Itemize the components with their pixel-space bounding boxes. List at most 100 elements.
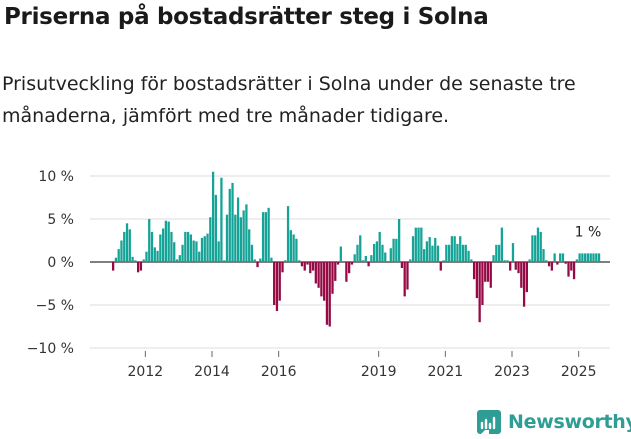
bar	[411, 236, 415, 262]
bar	[114, 257, 118, 262]
bar	[453, 236, 456, 262]
bar	[164, 220, 168, 262]
bar	[270, 257, 273, 262]
bar	[484, 262, 487, 282]
bar	[159, 234, 162, 262]
bar	[522, 262, 526, 307]
bar	[531, 235, 534, 262]
bar	[117, 249, 120, 262]
chart-subtitle: Prisutveckling för bostadsrätter i Solna…	[2, 73, 576, 127]
bar	[148, 219, 151, 262]
bar	[175, 259, 179, 262]
bar	[447, 244, 451, 262]
bar	[439, 262, 442, 271]
bar	[553, 253, 556, 262]
bar	[139, 262, 143, 271]
bar	[336, 262, 340, 265]
bar	[506, 260, 509, 262]
bar	[584, 253, 587, 262]
bar	[142, 259, 145, 262]
bar	[589, 253, 592, 262]
bar	[425, 241, 429, 262]
y-tick-label: −5 %	[36, 298, 74, 314]
bar	[406, 262, 409, 290]
bar	[120, 240, 123, 262]
bar	[420, 227, 423, 262]
bar	[431, 245, 434, 262]
bar	[303, 262, 306, 271]
bar	[464, 244, 467, 262]
bar	[275, 262, 279, 312]
bar	[339, 246, 342, 262]
bar	[509, 262, 512, 271]
bar	[525, 262, 529, 293]
bar	[314, 262, 317, 284]
bar	[520, 262, 523, 288]
bar	[486, 262, 490, 282]
bar	[311, 262, 315, 271]
bar	[264, 212, 267, 262]
bar	[586, 253, 590, 262]
bar	[375, 241, 379, 262]
bar	[289, 230, 292, 262]
bar	[370, 255, 373, 262]
y-tick-label: −10 %	[27, 341, 74, 357]
bar	[350, 262, 354, 265]
bar	[125, 223, 129, 262]
x-tick-label: 2016	[261, 364, 297, 380]
bar	[348, 262, 351, 274]
bar	[259, 258, 262, 262]
bar	[156, 250, 159, 262]
chart-title: Priserna på bostadsrätter steg i Solna	[4, 4, 489, 30]
bar	[528, 259, 531, 262]
bar	[170, 231, 173, 262]
bar	[136, 262, 140, 273]
bar	[284, 260, 287, 262]
bar	[300, 262, 304, 267]
bar	[173, 242, 176, 262]
bar	[361, 260, 365, 262]
bar	[256, 262, 259, 268]
bar	[323, 262, 326, 301]
bar	[581, 253, 584, 262]
bar	[342, 261, 345, 262]
bar	[281, 262, 284, 273]
bar	[595, 253, 598, 262]
bar	[503, 260, 506, 262]
bar	[592, 253, 595, 262]
bar	[317, 262, 320, 288]
bar	[467, 250, 470, 262]
bar	[320, 262, 323, 297]
bar	[495, 244, 498, 262]
bar	[220, 177, 223, 262]
bar	[389, 248, 392, 262]
bar	[578, 253, 581, 262]
bar	[428, 237, 431, 262]
bar	[459, 236, 462, 262]
bar	[225, 214, 229, 262]
bar	[217, 241, 220, 262]
bar	[500, 227, 504, 262]
bar	[292, 234, 295, 262]
bar	[575, 259, 578, 262]
bar	[153, 247, 156, 262]
bar	[545, 260, 548, 262]
bar	[186, 231, 190, 262]
bar	[475, 262, 479, 299]
bar-chart: 10 % 5 % 0 % −5 % −10 % 2012 2014 2016 2019 2021…	[27, 169, 610, 380]
y-tick-label: 10 %	[38, 169, 74, 185]
bar	[542, 249, 545, 262]
bar	[456, 243, 459, 262]
bar	[472, 262, 476, 280]
bar	[145, 251, 148, 262]
bar	[561, 253, 565, 262]
brand-name: Newsworthy	[508, 411, 631, 433]
bar	[381, 244, 384, 262]
x-tick-label: 2014	[194, 364, 230, 380]
latest-value-label: 1 %	[575, 224, 602, 240]
bar	[128, 229, 131, 262]
x-axis: 2012 2014 2016 2019 2021 2023 2025	[128, 351, 596, 380]
bar	[206, 233, 209, 262]
bar	[378, 231, 381, 262]
bar	[478, 262, 481, 323]
